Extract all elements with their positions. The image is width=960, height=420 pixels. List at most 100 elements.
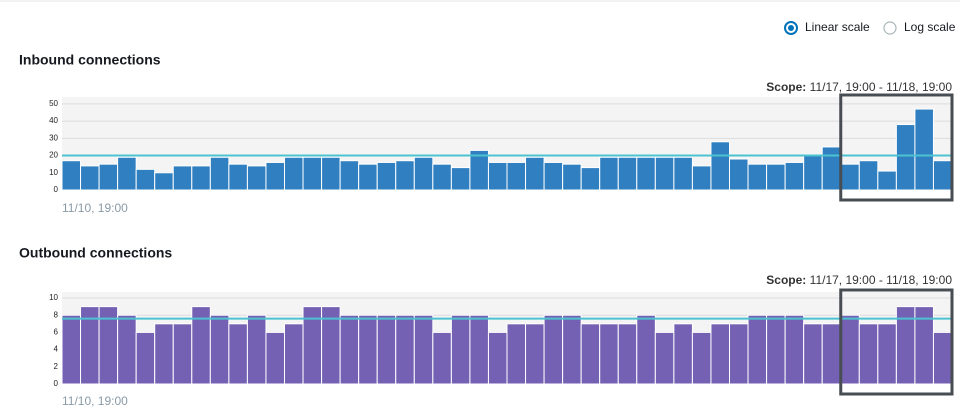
bar <box>821 323 842 385</box>
bar <box>673 323 693 385</box>
bar <box>209 156 230 191</box>
y-tick-label: 10 <box>49 168 58 177</box>
bar <box>376 314 397 385</box>
bar <box>154 172 174 191</box>
bar <box>580 323 601 385</box>
bar <box>154 323 174 385</box>
scope: Scope: 11/17, 19:00 - 11/18, 19:00 <box>766 273 952 287</box>
bar <box>339 314 360 385</box>
chart-title: Inbound connections <box>19 52 161 68</box>
bar <box>395 160 415 191</box>
bar <box>580 167 601 191</box>
bar <box>172 323 193 385</box>
bar <box>747 314 768 385</box>
bar <box>506 161 527 191</box>
bar <box>321 156 341 191</box>
bar <box>191 165 211 191</box>
bar <box>413 314 434 385</box>
bar <box>710 141 730 191</box>
y-tick-label: 30 <box>49 133 58 142</box>
bar <box>506 323 527 385</box>
bar <box>673 156 693 191</box>
bar <box>932 160 953 191</box>
bar <box>228 323 248 385</box>
bar <box>932 331 953 385</box>
bar <box>413 156 434 191</box>
bar <box>450 167 471 191</box>
bar <box>80 165 100 191</box>
radio-off[interactable] <box>883 21 897 35</box>
bar <box>562 163 582 191</box>
bar <box>284 156 304 191</box>
scope-label: Scope: <box>766 273 806 287</box>
bar <box>784 161 805 191</box>
scope-highlight <box>839 288 954 396</box>
bar <box>747 163 768 191</box>
bar <box>117 156 137 191</box>
bar <box>766 163 786 191</box>
bar <box>858 323 879 385</box>
bar <box>766 314 786 385</box>
y-tick-label: 6 <box>54 328 59 337</box>
radio-label[interactable]: Log scale <box>904 20 956 34</box>
bar <box>784 314 805 385</box>
bar <box>617 323 638 385</box>
bar <box>469 314 489 385</box>
bar <box>543 314 564 385</box>
scope-highlight <box>839 93 954 202</box>
bar <box>172 165 193 191</box>
bar <box>358 314 378 385</box>
y-tick-label: 0 <box>54 379 59 388</box>
radio-label[interactable]: Linear scale <box>805 20 870 34</box>
bar <box>246 165 267 191</box>
x-tick-label: 11/10, 19:00 <box>62 394 128 408</box>
bar <box>914 108 934 191</box>
bar <box>654 331 675 385</box>
bar <box>432 331 452 385</box>
bar <box>339 160 360 191</box>
bar <box>895 124 916 191</box>
scope-range: 11/17, 19:00 - 11/18, 19:00 <box>810 80 953 94</box>
bar <box>877 323 897 385</box>
bar <box>803 155 823 191</box>
scope-range: 11/17, 19:00 - 11/18, 19:00 <box>810 273 953 287</box>
bar <box>487 161 508 191</box>
bar <box>840 163 860 191</box>
y-tick-label: 50 <box>49 99 58 108</box>
bar <box>117 314 137 385</box>
scope: Scope: 11/17, 19:00 - 11/18, 19:00 <box>766 80 952 94</box>
bar <box>61 160 82 191</box>
bar <box>636 314 656 385</box>
y-tick-label: 10 <box>49 293 58 302</box>
bar <box>858 160 879 191</box>
bar <box>265 331 286 385</box>
log-radio[interactable]: Log scale <box>883 20 956 35</box>
chart-title: Outbound connections <box>19 245 172 261</box>
y-tick-label: 0 <box>54 185 59 194</box>
bar <box>525 323 545 385</box>
bar <box>599 156 619 191</box>
bar <box>691 165 712 191</box>
linear-radio[interactable]: Linear scale <box>784 20 870 35</box>
y-tick-label: 40 <box>49 116 58 125</box>
bar <box>877 170 897 191</box>
bar <box>358 163 378 191</box>
bar <box>228 163 248 191</box>
scope-label: Scope: <box>766 80 806 94</box>
bar <box>450 314 471 385</box>
bar <box>61 314 82 385</box>
bar <box>265 161 286 191</box>
bar <box>135 331 156 385</box>
bar <box>209 314 230 385</box>
bar <box>135 168 156 191</box>
bar <box>525 156 545 191</box>
bar <box>803 323 823 385</box>
bar <box>691 331 712 385</box>
bar <box>302 156 323 191</box>
bar <box>395 314 415 385</box>
bar <box>487 331 508 385</box>
bar <box>98 163 119 191</box>
y-tick-label: 4 <box>54 345 59 354</box>
bar <box>246 314 267 385</box>
